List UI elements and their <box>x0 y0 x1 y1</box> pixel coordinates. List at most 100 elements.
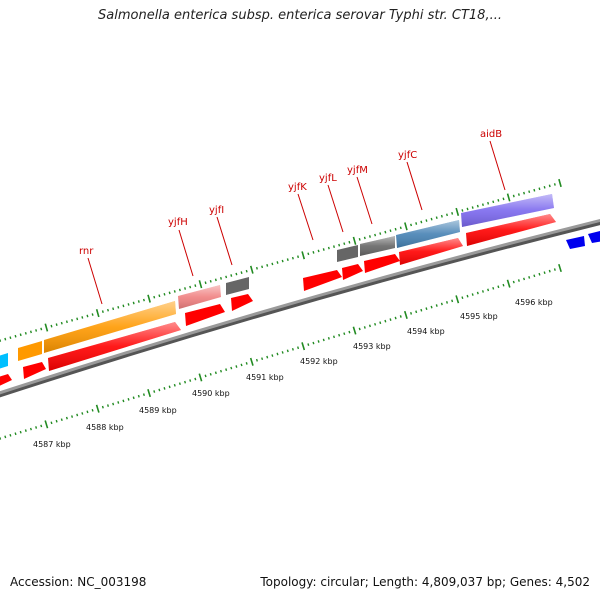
outer-tick <box>543 185 546 189</box>
outer-tick <box>198 280 203 289</box>
scale-labels: 4587 kbp 4588 kbp 4589 kbp 4590 kbp 4591… <box>33 298 553 449</box>
outer-tick <box>506 193 511 202</box>
scale-tick <box>327 337 330 340</box>
reverse-cds-track <box>566 230 600 249</box>
outer-tick <box>95 309 100 318</box>
scale-tick <box>209 372 212 376</box>
scale-tick <box>50 421 53 425</box>
scale-tick <box>44 420 49 429</box>
outer-tick <box>107 308 109 312</box>
cds-arrow[interactable] <box>364 254 400 273</box>
cds-arrow[interactable] <box>0 374 12 388</box>
callout-line <box>327 184 344 233</box>
cds-arrow[interactable] <box>342 264 363 280</box>
outer-tick <box>487 201 490 205</box>
scale-tick <box>348 330 351 334</box>
scale-tick <box>358 327 361 331</box>
gene-feature-cyan[interactable] <box>0 353 8 370</box>
scale-tick <box>76 413 79 417</box>
gene-feature-yjfK-L[interactable] <box>337 245 358 262</box>
cds-arrow[interactable] <box>231 294 253 311</box>
scale-tick <box>19 430 22 434</box>
outer-tick <box>481 203 484 207</box>
outer-tick <box>399 226 402 230</box>
scale-tick <box>440 302 443 306</box>
cds-gloss <box>399 238 463 265</box>
gene-label-yjfL: yjfL <box>319 173 337 184</box>
cds-arrow[interactable] <box>303 270 342 291</box>
scale-tick <box>261 357 264 361</box>
outer-tick <box>420 220 423 224</box>
scale-tick <box>158 388 161 392</box>
backbone <box>0 218 600 395</box>
scale-tick <box>312 341 315 345</box>
callout-line <box>356 176 373 225</box>
outer-tick <box>132 301 135 305</box>
scale-tick <box>553 268 556 271</box>
gene-label-rnr: rnr <box>79 246 94 257</box>
outer-tick <box>71 318 74 322</box>
scale-tick <box>106 404 110 407</box>
scale-tick <box>528 276 531 279</box>
outer-tick <box>147 294 151 303</box>
outer-tick <box>35 329 38 332</box>
outer-tick <box>122 304 125 308</box>
outer-tick <box>358 238 361 241</box>
outer-tick <box>178 288 181 292</box>
scale-tick <box>65 416 68 420</box>
scale-tick <box>14 432 17 436</box>
scale-tick <box>363 326 366 329</box>
scale-tick <box>430 305 433 309</box>
gene-gloss <box>461 194 554 227</box>
scale-tick <box>29 427 32 431</box>
cds-arrow[interactable] <box>23 362 46 379</box>
outer-tick <box>214 278 217 282</box>
gene-label-yjfK: yjfK <box>288 182 307 193</box>
outer-tick <box>225 275 228 279</box>
scale-tick <box>517 279 520 282</box>
callout-line <box>489 140 506 191</box>
outer-tick <box>266 264 269 267</box>
scale-tick <box>399 315 402 318</box>
cds-arrow[interactable] <box>185 304 225 326</box>
gene-feature-rnr-left[interactable] <box>18 341 42 361</box>
outer-tick <box>538 187 541 191</box>
scale-tick <box>219 369 223 373</box>
outer-tick <box>384 230 387 234</box>
scale-tick <box>153 390 156 393</box>
scale-tick <box>194 377 197 381</box>
scale-tick <box>225 368 228 371</box>
outer-tick <box>91 313 94 316</box>
outer-tick <box>317 249 320 253</box>
scale-tick <box>368 324 371 328</box>
scale-tick <box>317 340 320 343</box>
outer-tick <box>142 298 145 302</box>
scale-tick <box>548 269 551 273</box>
scale-tick <box>204 374 207 378</box>
scale-tick <box>235 365 238 368</box>
scale-tick <box>487 288 490 292</box>
tick-label: 4593 kbp <box>353 342 391 351</box>
cds-arrow-reverse[interactable] <box>566 236 585 249</box>
outer-tick <box>189 285 192 289</box>
outer-tick <box>307 252 310 256</box>
outer-tick <box>333 245 335 248</box>
accession-text: Accession: NC_003198 <box>10 575 147 589</box>
cds-gloss <box>48 322 181 371</box>
outer-tick <box>404 222 408 231</box>
scale-tick <box>481 290 484 293</box>
outer-tick <box>297 255 300 259</box>
scale-tick <box>91 408 94 412</box>
scale-tick <box>142 393 145 397</box>
outer-tick <box>374 233 377 237</box>
cds-arrow-reverse[interactable] <box>588 230 600 243</box>
scale-tick <box>184 380 187 384</box>
scale-tick <box>533 274 536 278</box>
outer-tick <box>352 236 357 245</box>
callout-line <box>87 257 103 305</box>
gene-feature-yjfI[interactable] <box>226 277 249 295</box>
scale-tick <box>71 415 74 418</box>
scale-tick <box>249 357 254 366</box>
gene-gloss <box>178 285 221 309</box>
